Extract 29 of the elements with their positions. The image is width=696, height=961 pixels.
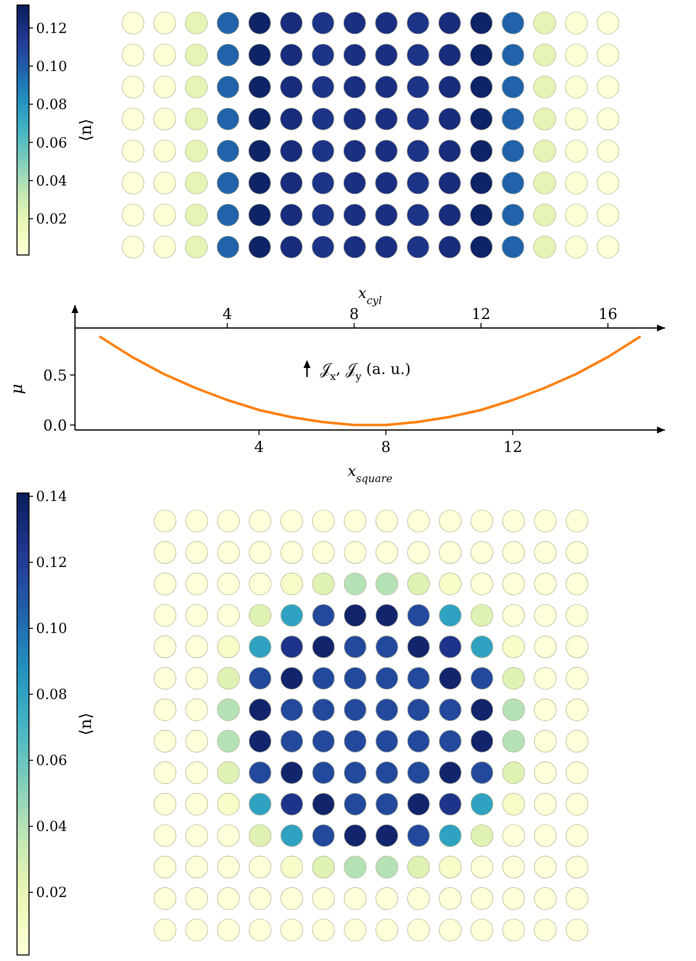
color-bar-label: 0.10 bbox=[36, 58, 68, 75]
color-bar-label: 0.04 bbox=[36, 819, 68, 836]
x-tick-label: 12 bbox=[503, 438, 522, 456]
color-bar-label: 0.08 bbox=[36, 687, 68, 704]
color-bar-label: 0.10 bbox=[36, 621, 68, 638]
color-bar-label: 0.08 bbox=[36, 97, 68, 114]
x2-tick-label: 12 bbox=[471, 305, 491, 323]
color-bar-label: 0.12 bbox=[36, 555, 68, 572]
color-bar-label: 0.04 bbox=[36, 173, 68, 190]
x-axis-title: x$_{square}$ bbox=[348, 462, 392, 485]
y-tick-label: 0.5 bbox=[43, 366, 67, 384]
color-bar-label: 0.12 bbox=[36, 20, 68, 37]
x2-tick-label: 4 bbox=[222, 305, 232, 323]
color-bar-title: ⟨n⟩ bbox=[76, 118, 95, 142]
x-tick-label: 8 bbox=[381, 438, 391, 456]
line-series bbox=[99, 336, 641, 426]
color-bar-label: 0.06 bbox=[36, 135, 68, 152]
color-bar-title: ⟨n⟩ bbox=[76, 712, 95, 736]
annotation: 𝒥$_{x}$, 𝒥$_{y}$ (a. u.) bbox=[320, 360, 411, 383]
color-bar-label: 0.06 bbox=[36, 753, 68, 770]
x2-tick-label: 8 bbox=[349, 305, 359, 323]
color-bar-label: 0.02 bbox=[36, 885, 68, 902]
color-bar-label: 0.14 bbox=[36, 489, 68, 506]
y-axis-title: μ bbox=[7, 384, 26, 394]
color-bar-label: 0.02 bbox=[36, 212, 68, 228]
x2-axis-title: x$_{cyl}$ bbox=[358, 284, 382, 307]
x-tick-label: 4 bbox=[254, 438, 264, 456]
x2-tick-label: 16 bbox=[598, 305, 618, 323]
y-tick-label: 0.0 bbox=[43, 416, 67, 434]
